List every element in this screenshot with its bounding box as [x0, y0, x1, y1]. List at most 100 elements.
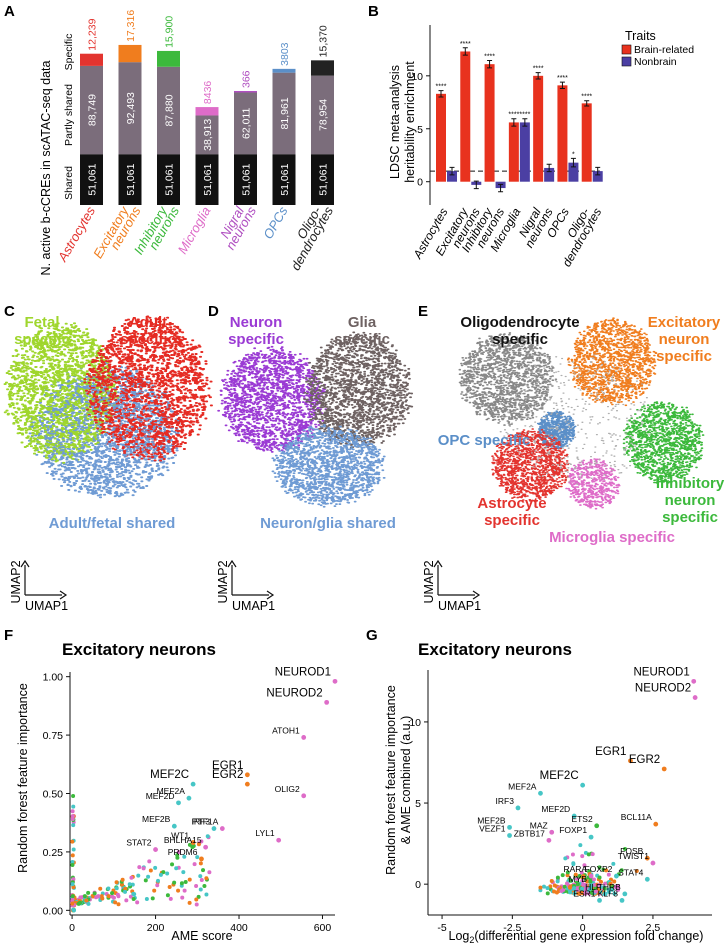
- data-point: [141, 866, 146, 871]
- point-label: ATOH1: [272, 725, 300, 735]
- panel-f: F Excitatory neurons Random forest featu…: [4, 627, 338, 943]
- data-point-labeled: [276, 837, 282, 843]
- data-point: [192, 862, 197, 867]
- data-point-labeled: [186, 795, 192, 801]
- point-label: MYB: [569, 874, 588, 884]
- bar-nonbrain: [592, 171, 603, 182]
- cells-glia-specific: [303, 331, 414, 449]
- data-point: [563, 856, 568, 861]
- data-point-labeled: [546, 837, 552, 843]
- data-point: [207, 870, 212, 875]
- data-point: [152, 888, 157, 893]
- panel-f-letter: F: [4, 627, 13, 644]
- data-point: [579, 870, 584, 875]
- point-label: MAZ: [530, 820, 548, 830]
- data-point-labeled: [244, 781, 250, 787]
- point-label: THRB: [598, 882, 621, 892]
- data-point-labeled: [692, 695, 698, 700]
- panel-g-ylabel-line2: & AME combined (a.u.): [399, 716, 413, 845]
- data-point-labeled: [597, 897, 602, 903]
- significance-label: ****: [581, 94, 592, 101]
- significance-label: ****: [519, 112, 530, 119]
- data-point: [597, 882, 602, 887]
- data-point: [196, 894, 201, 899]
- value-label-shared: 51,061: [318, 163, 330, 195]
- cells-microglia: [565, 458, 621, 510]
- legend-swatch-brain: [621, 44, 632, 55]
- data-point-labeled: [691, 678, 697, 684]
- significance-label: ****: [436, 84, 447, 91]
- data-point: [170, 862, 175, 867]
- data-point: [71, 847, 76, 852]
- point-label: NEUROD1: [633, 666, 689, 678]
- x-tick-label: 400: [230, 922, 248, 934]
- bar-specific: [195, 107, 219, 116]
- data-point: [70, 839, 75, 844]
- point-label: PTF1A: [192, 817, 219, 827]
- data-point: [623, 846, 628, 851]
- data-point: [135, 900, 140, 905]
- data-point-labeled: [190, 781, 196, 787]
- data-point: [182, 888, 187, 893]
- data-point-labeled: [190, 840, 196, 845]
- panel-c-letter: C: [4, 303, 15, 320]
- bar-specific: [157, 50, 180, 67]
- point-label: NEUROD2: [266, 687, 322, 699]
- data-point: [84, 898, 89, 903]
- data-point: [110, 891, 115, 896]
- y-tick-label: 0: [417, 177, 423, 189]
- label-neuron-specific: Neuron specific: [228, 314, 284, 348]
- data-point: [204, 876, 209, 881]
- data-point: [71, 907, 76, 912]
- data-point: [597, 875, 602, 880]
- data-point: [565, 873, 570, 878]
- cells-neuron-glia-shared: [271, 424, 386, 508]
- data-point: [602, 886, 607, 891]
- value-label-specific: 15,900: [164, 16, 176, 48]
- point-label: MEF2D: [146, 791, 175, 801]
- data-point: [146, 874, 151, 879]
- cells-excitatory: [566, 317, 658, 407]
- data-point: [555, 879, 560, 884]
- data-point: [549, 879, 554, 884]
- significance-label: ****: [460, 41, 471, 48]
- data-point-labeled: [203, 844, 209, 850]
- data-point: [179, 881, 184, 886]
- bar-nonbrain: [447, 171, 457, 182]
- data-point: [114, 886, 119, 891]
- point-label: MEF2B: [477, 815, 506, 825]
- data-point-labeled: [653, 821, 659, 827]
- bar-brain-related: [460, 51, 471, 182]
- bar-specific: [118, 44, 142, 63]
- point-label: EGR2: [629, 754, 660, 766]
- point-label: MEF2C: [150, 769, 189, 781]
- significance-label: ****: [533, 66, 544, 73]
- data-point: [120, 877, 125, 882]
- x-tick-label: 0: [580, 922, 586, 934]
- y-tick-label: 0.00: [43, 905, 64, 917]
- umap-axes-d: UMAP2 UMAP1: [216, 559, 275, 613]
- data-point: [71, 885, 76, 890]
- data-point: [187, 900, 192, 905]
- panel-b-ylabel-line2: heritability enrichment: [403, 61, 417, 183]
- data-point-labeled: [613, 873, 619, 879]
- error-bar: [449, 166, 455, 176]
- point-label: BCL11A: [621, 812, 652, 822]
- data-point: [575, 882, 580, 887]
- panel-g: G Excitatory neurons Random forest featu…: [366, 627, 712, 945]
- data-point: [603, 881, 608, 886]
- bar-specific: [311, 60, 334, 76]
- point-label: ZBTB17: [514, 828, 545, 838]
- data-point: [559, 889, 564, 894]
- data-point: [612, 891, 617, 896]
- data-point: [548, 884, 553, 889]
- panel-g-ylabel-line1: Random forest feature importance: [384, 685, 398, 875]
- data-point: [199, 877, 204, 882]
- point-label: MEF2A: [508, 781, 537, 791]
- data-point: [187, 877, 192, 882]
- point-label: TWIST1: [618, 851, 649, 861]
- bar-shared: [311, 154, 334, 205]
- legend-label-nonbrain: Nonbrain: [634, 56, 677, 68]
- data-point: [634, 868, 639, 873]
- panel-d: D Neuron specific Glia specific Neuron/gli…: [208, 303, 414, 613]
